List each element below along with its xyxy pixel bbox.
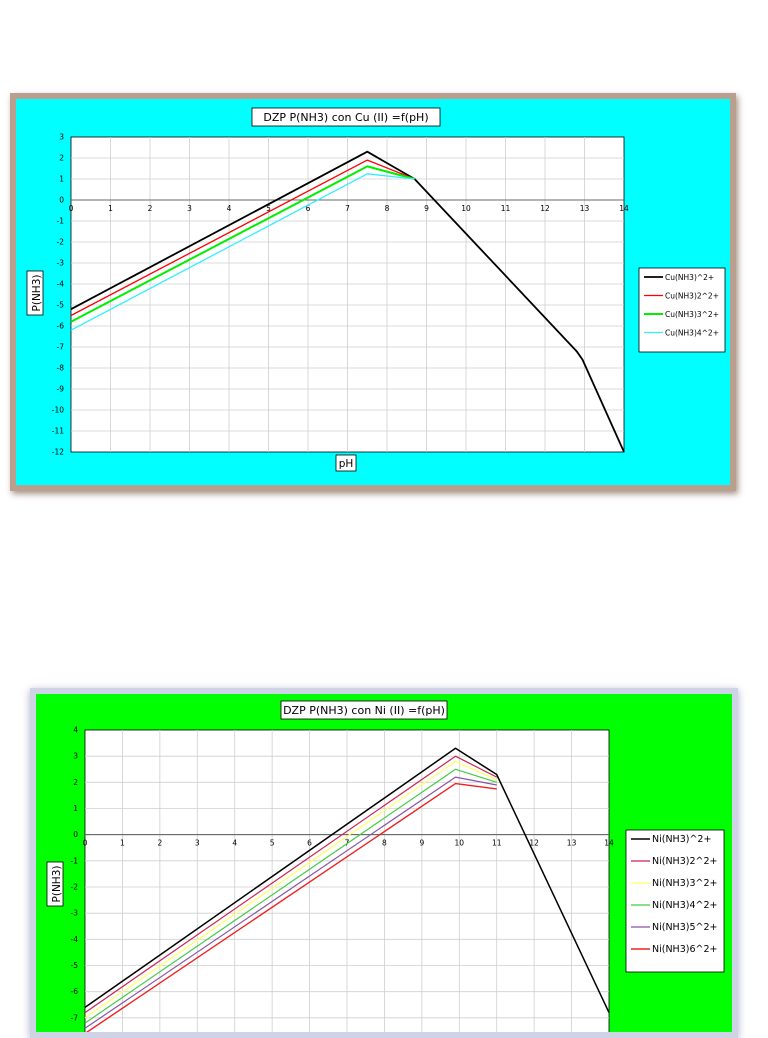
legend-label: Cu(NH3)^2+ — [665, 273, 714, 282]
y-axis-label: P(NH3) — [51, 866, 63, 903]
legend-label: Ni(NH3)4^2+ — [652, 900, 717, 911]
y-tick-label: -10 — [52, 406, 64, 415]
legend-label: Ni(NH3)2^2+ — [652, 856, 717, 867]
y-tick-label: -3 — [57, 259, 65, 268]
y-tick-label: 2 — [59, 154, 64, 163]
x-tick-label: 14 — [619, 204, 629, 213]
y-tick-label: -1 — [57, 217, 65, 226]
y-tick-label: -11 — [52, 427, 64, 436]
series-line-3 — [84, 760, 497, 1019]
y-tick-label: -6 — [57, 322, 65, 331]
y-tick-label: 0 — [59, 196, 64, 205]
x-tick-label: 11 — [501, 204, 511, 213]
x-tick-label: 10 — [455, 839, 465, 848]
series-line-5 — [84, 776, 497, 1029]
series-line-4 — [84, 768, 497, 1024]
legend-label: Ni(NH3)^2+ — [652, 834, 711, 845]
y-tick-label: -4 — [57, 280, 65, 289]
y-axis-label-group: P(NH3) — [46, 861, 64, 907]
legend-label: Cu(NH3)4^2+ — [665, 329, 719, 338]
x-tick-label: 1 — [108, 204, 113, 213]
y-tick-label: -5 — [71, 961, 79, 970]
legend-label: Ni(NH3)6^2+ — [652, 944, 717, 955]
legend-label: Cu(NH3)2^2+ — [665, 292, 719, 301]
y-tick-label: -3 — [71, 909, 79, 918]
y-tick-label: 4 — [73, 726, 78, 735]
y-tick-label: -2 — [71, 883, 79, 892]
y-axis-label: P(NH3) — [31, 275, 43, 312]
x-tick-label: 10 — [461, 204, 471, 213]
series-line-4 — [70, 173, 415, 331]
ni-chart-svg: 43210-1-2-3-4-5-6-7-80123456789101112131… — [36, 694, 732, 1032]
series-line-1 — [84, 747, 610, 1013]
x-tick-label: 13 — [580, 204, 590, 213]
x-tick-label: 1 — [120, 839, 125, 848]
y-tick-label: -7 — [57, 343, 65, 352]
chart-title-box — [280, 700, 448, 720]
y-tick-label: 3 — [73, 752, 78, 761]
x-tick-label: 14 — [604, 839, 614, 848]
y-tick-label: 3 — [59, 133, 64, 142]
legend-label: Ni(NH3)5^2+ — [652, 922, 717, 933]
y-tick-label: -9 — [57, 385, 65, 394]
chart-title-box — [251, 107, 441, 127]
y-tick-label: -4 — [71, 935, 79, 944]
series-line-2 — [70, 159, 415, 317]
y-tick-label: -12 — [52, 448, 64, 457]
x-tick-label: 3 — [195, 839, 200, 848]
y-axis-label-box — [46, 861, 64, 907]
x-tick-label: 8 — [385, 204, 390, 213]
y-tick-label: -7 — [71, 1013, 79, 1022]
y-tick-label: -1 — [71, 856, 79, 865]
series-line-6 — [85, 782, 497, 1032]
x-tick-label: 9 — [419, 839, 424, 848]
chart-title: DZP P(NH3) con Cu (II) =f(pH) — [263, 111, 428, 124]
x-tick-label: 11 — [492, 839, 502, 848]
x-tick-label: 6 — [307, 839, 312, 848]
y-tick-label: -5 — [57, 301, 65, 310]
legend-box — [638, 267, 726, 353]
x-tick-label: 0 — [69, 204, 74, 213]
y-tick-label: -2 — [57, 238, 65, 247]
y-tick-label: -6 — [71, 987, 79, 996]
x-tick-label: 9 — [424, 204, 429, 213]
y-tick-label: -8 — [57, 364, 65, 373]
series-line-3 — [70, 165, 415, 323]
cu-chart-frame: 3 2 1 0 -1 -2 -3 -4 -5 -6 -7 -8 -9 -10 -11 -12 0 1 2 3 4 5 6 7 8… — [10, 93, 736, 491]
x-tick-label: 4 — [232, 839, 237, 848]
x-tick-label: 7 — [345, 204, 350, 213]
x-tick-label: 13 — [567, 839, 577, 848]
x-tick-label: 5 — [270, 839, 275, 848]
y-axis-label-box — [26, 270, 44, 316]
x-tick-label: 8 — [382, 839, 387, 848]
ni-chart-frame: 43210-1-2-3-4-5-6-7-80123456789101112131… — [30, 688, 738, 1038]
x-axis-label: pH — [339, 458, 354, 470]
x-tick-label: 5 — [266, 204, 271, 213]
x-axis-label-box — [335, 454, 357, 472]
x-tick-label: 6 — [306, 204, 311, 213]
legend-label: Cu(NH3)3^2+ — [665, 310, 719, 319]
series-line-1 — [70, 150, 625, 453]
x-tick-label: 3 — [187, 204, 192, 213]
y-tick-label: 0 — [73, 830, 78, 839]
x-tick-label: 0 — [83, 839, 88, 848]
x-tick-label: 4 — [227, 204, 232, 213]
y-tick-label: 1 — [73, 804, 78, 813]
y-tick-label: 1 — [59, 175, 64, 184]
chart-title: DZP P(NH3) con Ni (II) =f(pH) — [283, 704, 445, 717]
y-tick-label: 2 — [73, 778, 78, 787]
x-tick-label: 2 — [157, 839, 162, 848]
legend-label: Ni(NH3)3^2+ — [652, 878, 717, 889]
x-tick-label: 12 — [529, 839, 539, 848]
x-tick-label: 2 — [148, 204, 153, 213]
series-line-2 — [84, 755, 497, 1014]
x-tick-label: 12 — [540, 204, 550, 213]
y-axis-label-group: P(NH3) — [26, 270, 44, 316]
